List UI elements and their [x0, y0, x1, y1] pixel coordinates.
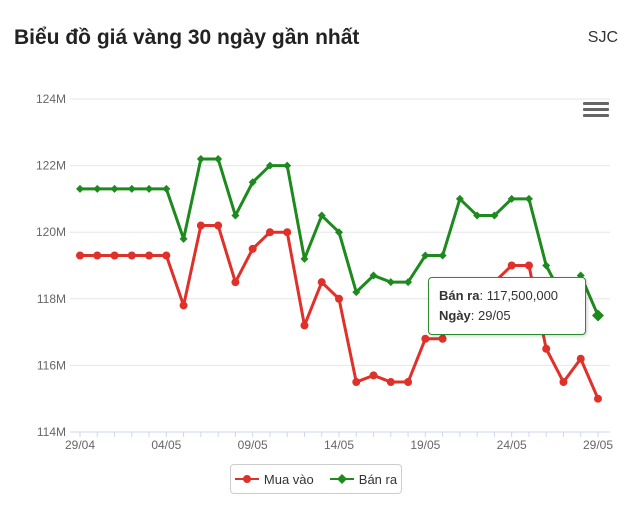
- data-point-buy[interactable]: [386, 378, 395, 387]
- data-point-buy[interactable]: [335, 294, 343, 303]
- data-point-sell[interactable]: [283, 161, 292, 170]
- data-point-sell[interactable]: [76, 184, 84, 193]
- y-tick-label: 124M: [36, 92, 66, 106]
- data-point-buy[interactable]: [283, 228, 292, 237]
- legend-sell-marker-icon: [329, 474, 354, 484]
- data-point-sell[interactable]: [265, 161, 274, 170]
- data-point-buy[interactable]: [145, 251, 154, 260]
- hamburger-menu-icon[interactable]: [583, 102, 609, 122]
- data-point-buy[interactable]: [317, 278, 326, 287]
- chart-legend: Mua vào Bán ra: [230, 464, 402, 494]
- data-point-sell[interactable]: [386, 278, 395, 287]
- data-point-sell[interactable]: [179, 234, 188, 243]
- y-tick-label: 116M: [37, 358, 66, 372]
- data-point-sell[interactable]: [490, 211, 499, 220]
- data-point-buy[interactable]: [404, 378, 413, 387]
- data-point-buy[interactable]: [369, 371, 378, 380]
- data-point-sell[interactable]: [369, 271, 378, 280]
- data-point-sell[interactable]: [352, 288, 361, 297]
- x-tick-label: 24/05: [497, 438, 527, 452]
- data-point-buy[interactable]: [127, 251, 136, 260]
- chart-title: Biểu đồ giá vàng 30 ngày gần nhất: [14, 26, 360, 49]
- data-point-buy[interactable]: [352, 378, 361, 387]
- legend-buy-label: Mua vào: [263, 471, 314, 487]
- data-point-buy[interactable]: [507, 261, 516, 270]
- data-point-sell[interactable]: [524, 194, 533, 203]
- data-point-sell[interactable]: [93, 184, 102, 193]
- x-tick-label: 09/05: [238, 438, 268, 452]
- data-point-buy[interactable]: [231, 278, 240, 287]
- data-point-buy[interactable]: [179, 301, 188, 310]
- data-point-buy[interactable]: [542, 344, 551, 353]
- data-point-buy[interactable]: [559, 378, 568, 387]
- data-point-sell[interactable]: [335, 228, 343, 237]
- x-tick-label: 14/05: [324, 438, 354, 452]
- x-tick-label: 04/05: [151, 438, 181, 452]
- data-point-sell[interactable]: [542, 261, 551, 270]
- x-tick-label: 29/04: [65, 438, 95, 452]
- data-point-sell[interactable]: [455, 194, 464, 203]
- y-tick-label: 120M: [36, 225, 66, 239]
- data-point-buy[interactable]: [76, 251, 84, 260]
- data-point-sell[interactable]: [438, 251, 447, 260]
- legend-buy-marker-icon: [234, 475, 259, 483]
- data-point-sell[interactable]: [300, 254, 309, 263]
- legend-item-sell[interactable]: Bán ra: [329, 471, 398, 487]
- data-point-sell[interactable]: [196, 154, 205, 163]
- data-tooltip: Bán ra: 117,500,000 Ngày: 29/05: [428, 277, 586, 335]
- data-point-buy[interactable]: [421, 334, 430, 343]
- tooltip-series-label: Bán ra: [439, 288, 480, 303]
- y-tick-label: 122M: [36, 159, 66, 173]
- data-point-buy[interactable]: [594, 394, 602, 403]
- data-point-sell[interactable]: [145, 184, 154, 193]
- legend-item-buy[interactable]: Mua vào: [234, 471, 314, 487]
- y-tick-label: 114M: [37, 425, 66, 439]
- data-point-buy[interactable]: [248, 244, 257, 253]
- data-point-buy[interactable]: [438, 334, 447, 343]
- tooltip-date-label: Ngày: [439, 308, 471, 323]
- data-point-sell[interactable]: [214, 154, 223, 163]
- x-tick-label: 19/05: [410, 438, 440, 452]
- data-point-sell[interactable]: [127, 184, 136, 193]
- data-point-sell[interactable]: [231, 211, 240, 220]
- data-point-sell[interactable]: [473, 211, 482, 220]
- data-point-sell[interactable]: [404, 278, 413, 287]
- tooltip-date: 29/05: [478, 308, 511, 323]
- data-point-buy[interactable]: [110, 251, 119, 260]
- legend-sell-label: Bán ra: [358, 471, 398, 487]
- y-tick-label: 118M: [37, 292, 66, 306]
- data-point-buy[interactable]: [93, 251, 102, 260]
- data-point-buy[interactable]: [524, 261, 533, 270]
- data-point-sell[interactable]: [162, 184, 171, 193]
- data-point-buy[interactable]: [576, 354, 585, 363]
- data-point-sell[interactable]: [248, 178, 257, 187]
- data-point-sell[interactable]: [110, 184, 119, 193]
- data-point-sell[interactable]: [507, 194, 516, 203]
- data-point-buy[interactable]: [300, 321, 309, 330]
- data-point-sell[interactable]: [317, 211, 326, 220]
- data-point-buy[interactable]: [214, 221, 223, 230]
- brand-label: SJC: [587, 29, 618, 46]
- data-point-buy[interactable]: [162, 251, 171, 260]
- data-point-sell[interactable]: [421, 251, 430, 260]
- x-tick-label: 29/05: [583, 438, 613, 452]
- tooltip-value: 117,500,000: [486, 288, 559, 303]
- data-point-sell[interactable]: [592, 309, 604, 322]
- data-point-buy[interactable]: [265, 228, 274, 237]
- data-point-buy[interactable]: [196, 221, 205, 230]
